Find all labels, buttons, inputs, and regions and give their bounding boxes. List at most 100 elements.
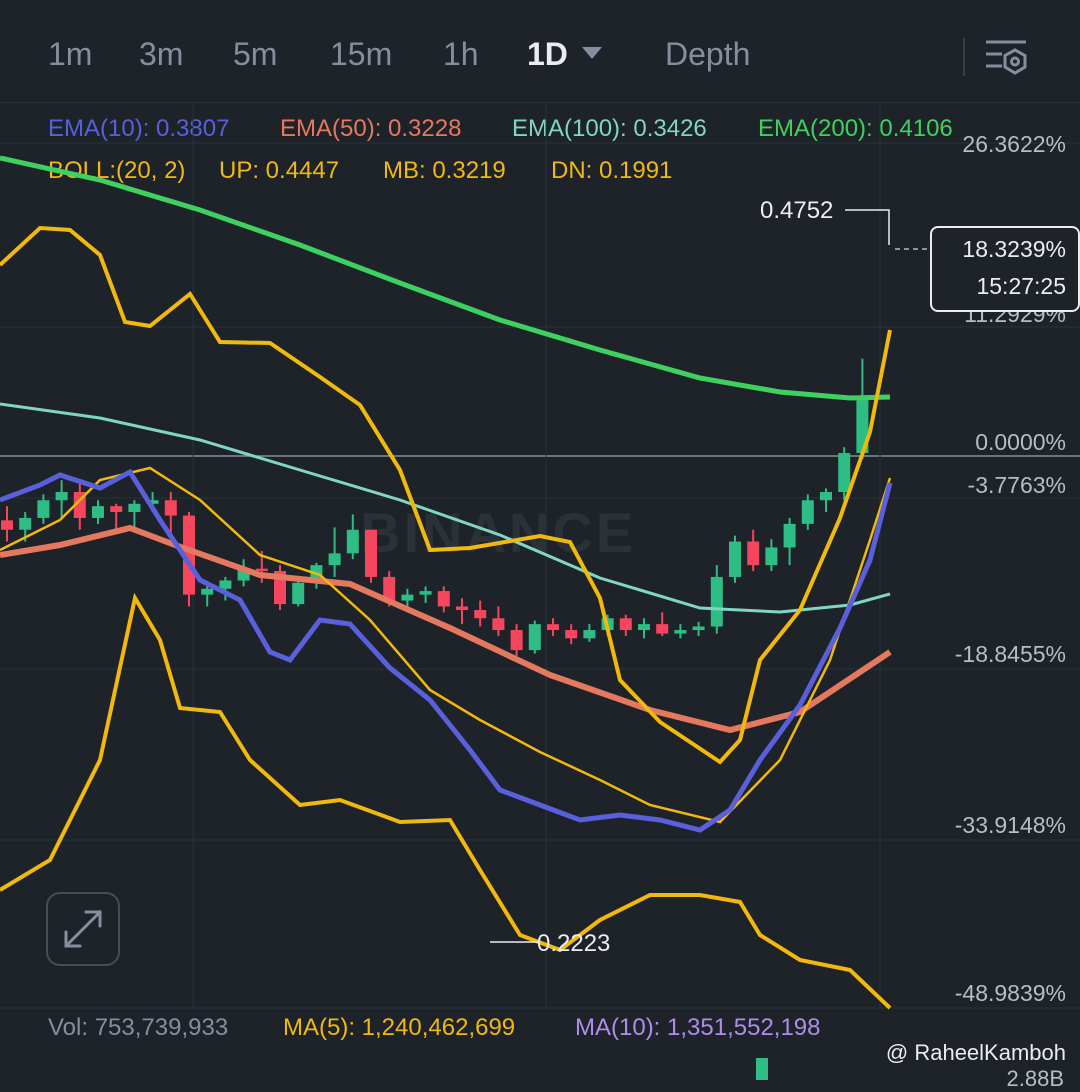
volume-ma5: MA(5): 1,240,462,699 [283,1014,516,1041]
candle-body [219,580,232,589]
candle-down [255,550,268,583]
candle-up [128,500,141,530]
candle-up [292,576,305,607]
candle-up [19,512,32,542]
tab-15m[interactable]: 15m [330,36,393,72]
y-tick: 26.3622% [962,131,1066,157]
candle-body [183,515,195,595]
candle-down [474,600,487,627]
candle-body [92,506,104,518]
candle-body [401,594,414,601]
candle-down [656,612,669,636]
candle-body [128,503,141,513]
candle-up [692,621,705,636]
candle-body [419,591,432,595]
chart-settings-button[interactable] [982,36,1032,80]
y-tick: -18.8455% [954,641,1066,667]
candle-up [37,494,50,524]
tab-5m[interactable]: 5m [233,36,278,72]
candle-body [510,630,523,651]
expand-chart-button[interactable] [46,892,120,966]
candle-body [237,568,250,581]
candle-up [528,620,541,654]
candle-body [492,618,505,631]
candle-up [838,447,851,501]
candle-up [601,614,614,636]
candle-body [383,576,396,601]
candle-up [801,494,814,530]
y-tick: -3.7763% [967,472,1066,498]
candle-down [164,491,177,542]
y-tick: -48.9839% [954,980,1066,1006]
candle-up [401,588,414,613]
volume-ma10: MA(10): 1,351,552,198 [575,1014,821,1041]
candle-body [310,565,323,583]
candle-up [674,624,687,639]
y-tick: 0.0000% [975,429,1066,455]
legend-ema50: EMA(50): 0.3228 [280,115,462,142]
candle-up [729,535,741,583]
candle-down [437,586,450,613]
legend-boll-dn: DN: 0.1991 [551,157,673,184]
candle-down [456,598,468,625]
volume-label: Vol: 753,739,933 [48,1014,229,1041]
candle-body [201,588,214,595]
candle-body [547,624,559,631]
candle-body [692,626,705,631]
candle-up [237,559,250,587]
tab-1d[interactable]: 1D [527,36,602,73]
candle-up [219,576,232,601]
boll-dn-line [0,592,892,1010]
countdown-label: 15:27:25 [976,273,1066,299]
legend-ema100: EMA(100): 0.3426 [512,115,707,142]
candle-down [747,529,760,572]
candle-body [346,529,359,554]
candle-down [619,614,632,636]
candle-body [474,609,487,619]
boll-up-line [0,225,892,765]
candle-body [328,553,341,566]
candle-up [92,500,104,524]
legend-boll-up: UP: 0.4447 [219,157,340,184]
candle-body [55,491,68,501]
candle-body [638,624,650,631]
tab-depth[interactable]: Depth [665,36,751,72]
timeframe-tabs: 1m 3m 5m 15m 1h 1D Depth [0,0,1080,103]
tab-1h[interactable]: 1h [443,36,479,72]
candle-down [565,624,578,645]
legend-ema200: EMA(200): 0.4106 [758,115,953,142]
legend-boll-mb: MB: 0.3219 [383,157,506,184]
candle-body [437,591,450,607]
chevron-down-icon [581,46,602,59]
high-marker [845,209,890,245]
legend-ema10: EMA(10): 0.3807 [48,115,230,142]
candle-body [19,517,32,530]
candle-body [110,506,123,513]
volume-bar [756,1058,768,1080]
candle-body [565,630,578,639]
candle-body [583,630,596,639]
chart-settings-icon [986,40,1027,75]
candle-body [674,630,687,634]
candle-down [383,571,396,607]
candle-body [164,500,177,516]
ema200-line [0,155,891,401]
volume-axis-tick: 2.88B [1006,1066,1065,1091]
tab-1m[interactable]: 1m [48,36,93,72]
candle-up [201,586,214,607]
candle-up [346,514,359,560]
expand-icon [64,910,102,948]
candle-body [619,618,632,631]
current-price-box: 18.3239% 15:27:25 [930,226,1080,312]
candle-body [37,500,50,518]
tab-3m[interactable]: 3m [139,36,184,72]
candle-up [710,565,723,634]
candle-up [146,491,159,513]
candle-body [820,491,832,501]
candle-body [801,500,814,524]
candle-down [492,606,505,636]
y-tick: -33.9148% [954,812,1066,838]
price-change-label: 18.3239% [962,236,1066,262]
candle-body [255,568,268,572]
candle-up [419,586,432,603]
